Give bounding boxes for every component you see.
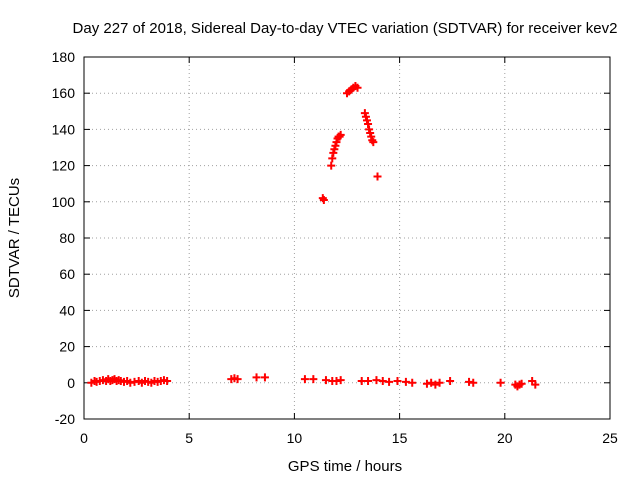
y-tick-label: 180 bbox=[52, 49, 76, 65]
x-tick-label: 15 bbox=[392, 430, 408, 446]
y-tick-label: 120 bbox=[52, 158, 76, 174]
data-point bbox=[364, 119, 373, 128]
data-point bbox=[469, 378, 478, 387]
x-tick-label: 5 bbox=[185, 430, 193, 446]
data-point bbox=[260, 373, 269, 382]
y-tick-label: 160 bbox=[52, 85, 76, 101]
y-tick-label: 80 bbox=[59, 230, 75, 246]
data-point bbox=[435, 378, 444, 387]
y-tick-label: -20 bbox=[55, 411, 75, 427]
x-tick-label: 25 bbox=[602, 430, 618, 446]
data-point bbox=[517, 379, 526, 388]
data-point bbox=[496, 378, 505, 387]
data-point bbox=[163, 376, 172, 385]
data-point bbox=[319, 195, 328, 204]
data-point bbox=[431, 380, 440, 389]
y-tick-label: 40 bbox=[59, 302, 75, 318]
y-tick-label: 140 bbox=[52, 121, 76, 137]
y-tick-label: 60 bbox=[59, 266, 75, 282]
data-point bbox=[373, 172, 382, 181]
data-point bbox=[328, 154, 337, 163]
gridlines bbox=[84, 57, 610, 419]
y-tick-label: 100 bbox=[52, 194, 76, 210]
x-tick-label: 10 bbox=[287, 430, 303, 446]
x-tick-label: 20 bbox=[497, 430, 513, 446]
data-point bbox=[385, 377, 394, 386]
chart-title: Day 227 of 2018, Sidereal Day-to-day VTE… bbox=[73, 20, 618, 37]
data-point bbox=[327, 161, 336, 170]
data-point bbox=[300, 375, 309, 384]
data-point bbox=[446, 376, 455, 385]
data-point bbox=[393, 376, 402, 385]
x-tick-label: 0 bbox=[80, 430, 88, 446]
data-point bbox=[531, 380, 540, 389]
data-point bbox=[353, 83, 362, 92]
y-tick-label: 20 bbox=[59, 339, 75, 355]
y-tick-label: 0 bbox=[67, 375, 75, 391]
data-point bbox=[369, 138, 378, 147]
data-point bbox=[309, 375, 318, 384]
y-axis-label: SDTVAR / TECUs bbox=[6, 178, 23, 298]
data-points bbox=[87, 81, 540, 391]
data-point bbox=[408, 378, 417, 387]
data-point bbox=[233, 375, 242, 384]
data-point bbox=[427, 378, 436, 387]
plot-frame bbox=[83, 56, 611, 420]
axis-ticks: 0 5 10 15 20 25 -20 0 20 40 60 80 100 120 140 160 180 bbox=[52, 49, 618, 446]
data-point bbox=[364, 376, 373, 385]
data-point bbox=[252, 373, 261, 382]
x-axis-label: GPS time / hours bbox=[288, 458, 402, 475]
data-point bbox=[336, 376, 345, 385]
data-point bbox=[336, 130, 345, 139]
